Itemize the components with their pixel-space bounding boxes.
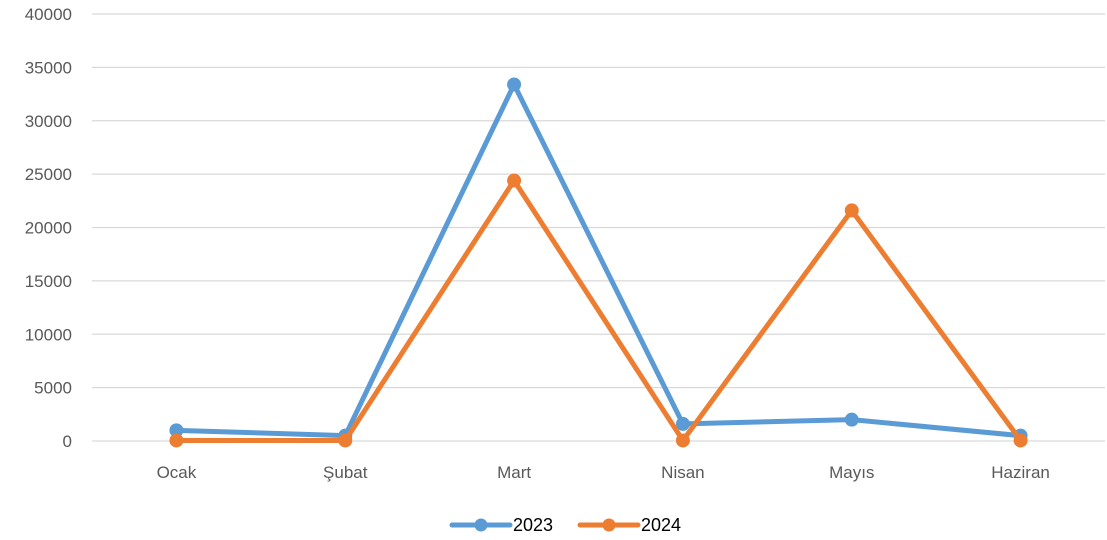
- data-point-2024: [844, 203, 859, 218]
- legend-marker: [602, 518, 616, 532]
- legend-item-2023: 2023: [449, 515, 553, 535]
- data-point-2024: [507, 173, 522, 188]
- data-point-2024: [169, 433, 184, 448]
- series-line-2024: [173, 178, 1024, 443]
- data-point-2023: [507, 77, 522, 92]
- x-tick-label: Mayıs: [829, 463, 874, 482]
- y-tick-label: 25000: [25, 165, 72, 184]
- y-tick-label: 20000: [25, 219, 72, 238]
- y-tick-label: 40000: [25, 5, 72, 24]
- x-axis: Ocak Şubat Mart Nisan Mayıs Haziran: [157, 463, 1050, 482]
- x-tick-label: Şubat: [323, 463, 368, 482]
- y-tick-label: 15000: [25, 272, 72, 291]
- data-point-2023: [844, 412, 859, 427]
- data-point-2024: [675, 433, 690, 448]
- legend: 2023 2024: [449, 515, 681, 535]
- x-tick-label: Nisan: [661, 463, 704, 482]
- y-tick-label: 30000: [25, 112, 72, 131]
- y-tick-label: 10000: [25, 325, 72, 344]
- data-point-2024: [1013, 433, 1028, 448]
- data-point-2023: [675, 416, 690, 431]
- y-tick-label: 35000: [25, 58, 72, 77]
- legend-label: 2024: [641, 515, 681, 535]
- y-tick-label: 0: [63, 432, 72, 451]
- data-point-2024: [338, 433, 353, 448]
- legend-label: 2023: [513, 515, 553, 535]
- legend-item-2024: 2024: [577, 515, 681, 535]
- x-tick-label: Ocak: [157, 463, 197, 482]
- y-axis: 0 5000 10000 15000 20000 25000 30000 35000 40000: [25, 5, 72, 451]
- legend-marker: [474, 518, 488, 532]
- x-tick-label: Haziran: [991, 463, 1050, 482]
- series-layer: [169, 77, 1028, 448]
- x-tick-label: Mart: [497, 463, 531, 482]
- gridlines: [92, 13, 1105, 442]
- series-line-2023: [173, 81, 1024, 439]
- y-tick-label: 5000: [34, 379, 72, 398]
